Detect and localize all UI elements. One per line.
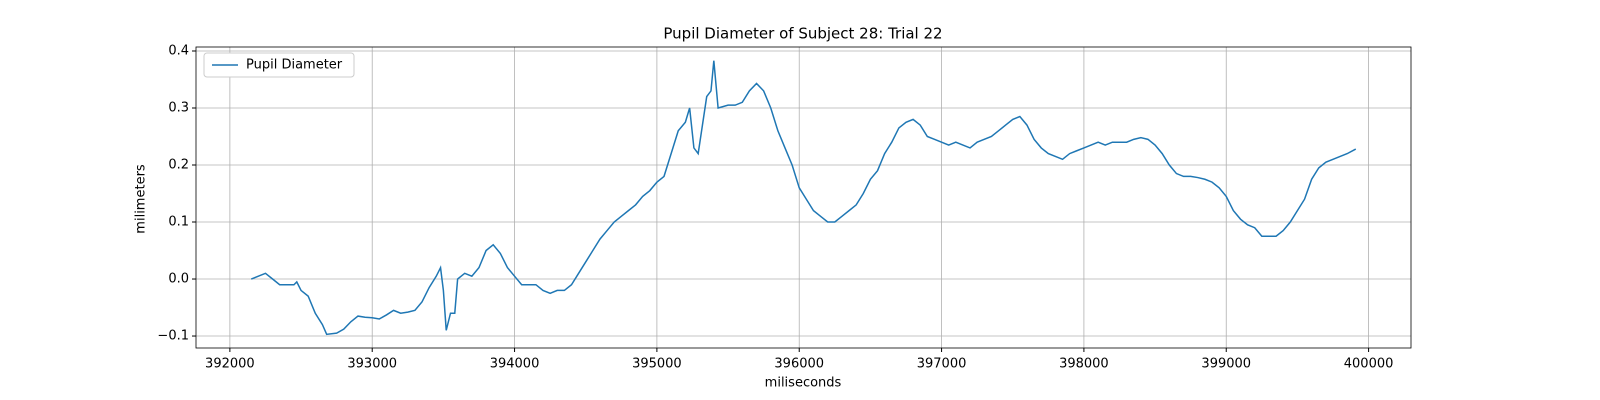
chart-title: Pupil Diameter of Subject 28: Trial 22 [663,25,942,43]
y-tick-label: 0.1 [168,215,189,230]
x-tick-label: 392000 [205,357,255,372]
y-tick-label: −0.1 [157,329,189,344]
plot-frame [195,46,1412,349]
x-tick-label: 393000 [347,357,397,372]
y-tick-label: 0.2 [168,158,189,173]
y-tick-label: 0.3 [168,100,189,115]
y-tick-label: 0.0 [168,272,189,287]
x-tick-label: 398000 [1059,357,1109,372]
x-tick-label: 397000 [917,357,967,372]
x-axis-label: miliseconds [765,376,842,391]
x-tick-label: 394000 [490,357,540,372]
legend-box [203,52,355,78]
legend-label: Pupil Diameter [246,58,343,73]
data-line [250,60,1357,336]
y-axis-label: milimeters [134,164,149,234]
x-tick-label: 395000 [632,357,682,372]
x-tick-label: 399000 [1201,357,1251,372]
x-tick-label: 396000 [774,357,824,372]
y-tick-label: 0.4 [168,43,189,58]
x-tick-label: 400000 [1344,357,1394,372]
